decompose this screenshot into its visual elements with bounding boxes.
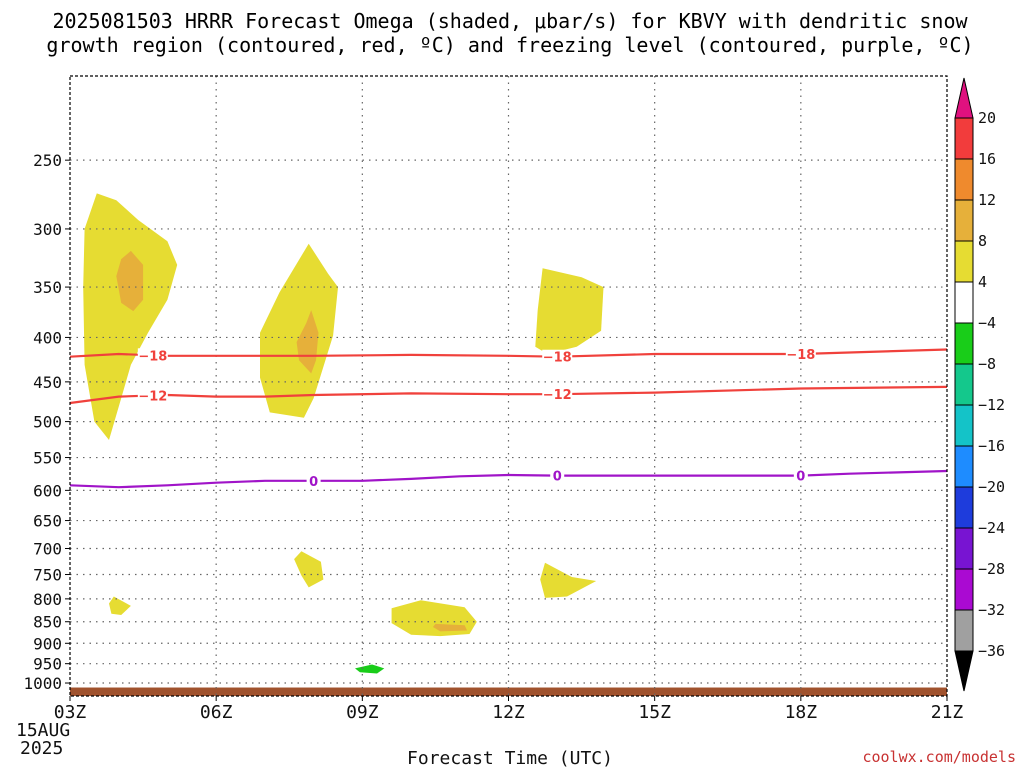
colorbar-tick-13: −36 <box>978 642 1005 660</box>
chart-title-line-2: growth region (contoured, red, ºC) and f… <box>46 33 973 57</box>
omega-region-4 <box>535 268 604 354</box>
contour-label-1-1: −12 <box>543 388 572 403</box>
contour-label-bg <box>793 468 808 483</box>
colorbar-tick-10: −24 <box>978 519 1005 537</box>
y-tick-label-500: 500 <box>33 413 62 432</box>
y-tick-label-1000: 1000 <box>23 674 62 693</box>
y-tick-label-900: 900 <box>33 634 62 653</box>
x-tick-label-03Z: 03Z <box>54 702 87 723</box>
colorbar-bin-7 <box>954 404 974 447</box>
colorbar-top-arrow <box>954 77 974 119</box>
time-axis: 03Z 06Z 09Z 12Z 15Z 18Z 21Z <box>54 696 964 723</box>
contour-label-1-0: −12 <box>138 390 167 405</box>
omega-region-10 <box>221 598 287 623</box>
colorbar-bin-6 <box>954 363 974 406</box>
omega-region-8 <box>540 562 597 598</box>
y-tick-label-850: 850 <box>33 613 62 632</box>
omega-region-0 <box>83 193 178 440</box>
colorbar-bottom-arrow <box>954 650 974 692</box>
y-tick-label-250: 250 <box>33 151 62 170</box>
y-tick-label-700: 700 <box>33 539 62 558</box>
y-tick-label-350: 350 <box>33 278 62 297</box>
colorbar-bin-5 <box>954 322 974 365</box>
colorbar-tick-12: −32 <box>978 601 1005 619</box>
y-tick-label-650: 650 <box>33 512 62 531</box>
colorbar-tick-7: −12 <box>978 396 1005 414</box>
x-date-day: 15AUG <box>16 720 70 741</box>
x-tick-label-15Z: 15Z <box>638 702 671 723</box>
colorbar-tick-4: 4 <box>978 273 987 291</box>
contour-label-bg <box>137 388 168 403</box>
y-tick-label-450: 450 <box>33 373 62 392</box>
x-tick-label-09Z: 09Z <box>346 702 379 723</box>
contour-label-bg <box>550 468 565 483</box>
omega-region-2 <box>260 243 338 418</box>
y-tick-label-750: 750 <box>33 566 62 585</box>
contour-label-bg <box>542 387 573 402</box>
omega-colorbar: 20 16 12 8 4 −4 −8 −12 −16 −20 −24 −28 −32 −36 <box>954 77 1005 692</box>
colorbar-bin-10 <box>954 527 974 570</box>
colorbar-bin-4 <box>954 281 974 324</box>
x-tick-label-18Z: 18Z <box>785 702 818 723</box>
contour-label-bg <box>542 349 573 364</box>
terrain-below-surface <box>70 687 947 696</box>
contour-label-bg <box>137 348 168 363</box>
omega-region-5 <box>106 505 136 555</box>
omega-region-14 <box>355 664 385 674</box>
colorbar-tick-1: 16 <box>978 150 996 168</box>
contour-label-0-0: −18 <box>138 349 167 364</box>
omega-region-13 <box>333 604 538 675</box>
omega-region-11 <box>391 600 477 637</box>
credit-link[interactable]: coolwx.com/models <box>862 748 1016 766</box>
colorbar-bin-9 <box>954 486 974 529</box>
colorbar-tick-2: 12 <box>978 191 996 209</box>
x-axis-label: Forecast Time (UTC) <box>407 748 613 768</box>
contour-line-2 <box>69 469 948 489</box>
colorbar-bin-0 <box>954 117 974 160</box>
pressure-axis: 250 300 350 400 450 500 550 600 650 700 750 800 850 9… <box>23 151 70 693</box>
colorbar-bin-2 <box>954 199 974 242</box>
omega-region-9 <box>109 596 131 615</box>
contour-label-0-2: −18 <box>786 348 815 363</box>
colorbar-tick-8: −16 <box>978 437 1005 455</box>
colorbar-bin-8 <box>954 445 974 488</box>
grid-lines <box>70 76 947 696</box>
colorbar-tick-9: −20 <box>978 478 1005 496</box>
omega-region-7 <box>294 551 324 588</box>
contour-label-bg <box>785 347 816 362</box>
omega-shading <box>83 193 604 675</box>
omega-region-12 <box>433 623 468 632</box>
omega-region-6 <box>96 643 139 664</box>
omega-region-3 <box>296 310 319 374</box>
contour-label-bg <box>306 473 321 488</box>
colorbar-tick-0: 20 <box>978 109 996 127</box>
y-tick-label-550: 550 <box>33 449 62 468</box>
colorbar-tick-6: −8 <box>978 355 996 373</box>
y-tick-label-800: 800 <box>33 590 62 609</box>
colorbar-tick-11: −28 <box>978 560 1005 578</box>
x-date-year: 2025 <box>20 738 63 759</box>
colorbar-bin-1 <box>954 158 974 201</box>
colorbar-bin-11 <box>954 568 974 611</box>
y-tick-label-600: 600 <box>33 481 62 500</box>
contour-label-0-1: −18 <box>543 351 572 366</box>
y-tick-label-950: 950 <box>33 655 62 674</box>
colorbar-bin-12 <box>954 609 974 652</box>
y-tick-label-300: 300 <box>33 220 62 239</box>
colorbar-tick-3: 8 <box>978 232 987 250</box>
contour-label-2-1: 0 <box>553 470 562 485</box>
temperature-contours: −18 −18 −18 −12 −12 0 0 0 <box>69 347 948 490</box>
contour-label-2-0: 0 <box>309 475 318 490</box>
colorbar-bin-3 <box>954 240 974 283</box>
omega-region-1 <box>116 250 144 312</box>
y-tick-label-400: 400 <box>33 328 62 347</box>
x-tick-label-12Z: 12Z <box>492 702 525 723</box>
x-tick-label-06Z: 06Z <box>200 702 233 723</box>
colorbar-tick-5: −4 <box>978 314 996 332</box>
x-tick-label-21Z: 21Z <box>931 702 964 723</box>
chart-title-line-1: 2025081503 HRRR Forecast Omega (shaded, … <box>52 9 968 33</box>
contour-label-2-2: 0 <box>796 470 805 485</box>
